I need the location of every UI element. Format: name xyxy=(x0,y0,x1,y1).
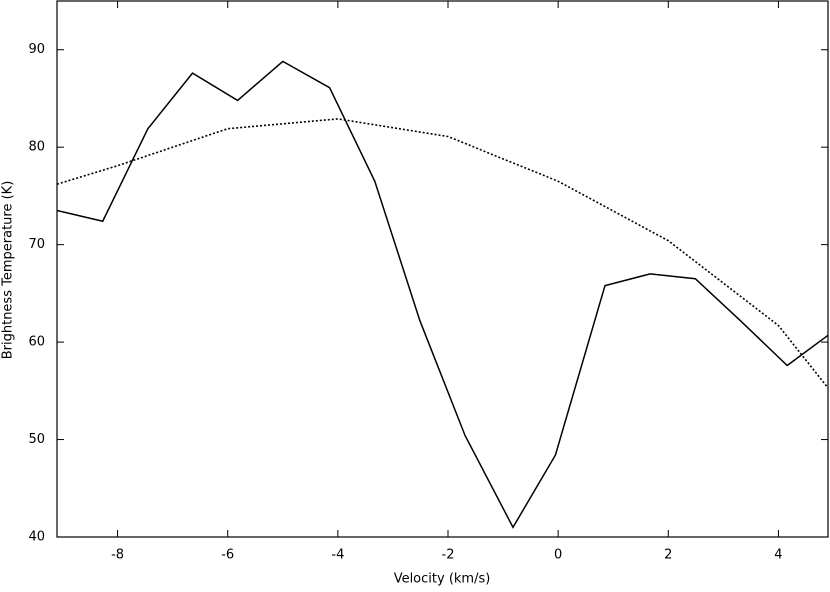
y-tick-label: 60 xyxy=(28,335,45,350)
y-tick-label: 90 xyxy=(28,42,45,57)
y-tick-label: 40 xyxy=(28,530,45,545)
x-tick-label: -6 xyxy=(221,548,234,563)
plot-frame xyxy=(56,0,829,538)
x-tick-label: 0 xyxy=(554,548,562,563)
x-tick-label: -2 xyxy=(442,548,455,563)
data-line xyxy=(56,60,829,529)
x-tick-label: -8 xyxy=(111,548,124,563)
y-tick-label: 70 xyxy=(28,237,45,252)
y-tick-label: 80 xyxy=(28,140,45,155)
data-line xyxy=(56,118,829,389)
y-tick-label: 50 xyxy=(28,432,45,447)
x-tick-label: -4 xyxy=(331,548,344,563)
x-tick-label: 4 xyxy=(774,548,782,563)
y-axis-label: Brightness Temperature (K) xyxy=(1,181,16,360)
x-axis-label: Velocity (km/s) xyxy=(394,572,491,587)
x-tick-label: 2 xyxy=(664,548,672,563)
